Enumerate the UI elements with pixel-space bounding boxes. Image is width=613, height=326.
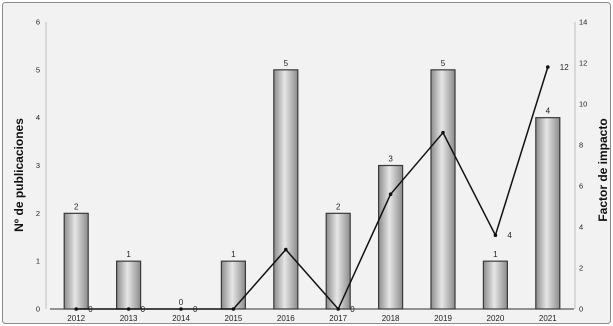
bar: [325, 212, 351, 310]
impact-point: [546, 65, 550, 69]
impact-point: [284, 247, 288, 252]
y-tick-label: 4: [36, 113, 40, 122]
x-tick-label: 2020: [487, 314, 505, 323]
impact-point: [74, 307, 78, 311]
x-tick-label: 2019: [434, 314, 452, 323]
x-tick-label: 2017: [329, 314, 347, 323]
bar-value-label: 1: [126, 250, 131, 259]
y2-tick-label: 12: [579, 59, 587, 68]
impact-value-label: 0: [193, 305, 198, 314]
impact-value-label: 4: [507, 231, 512, 240]
impact-point: [179, 307, 183, 311]
impact-point: [231, 307, 236, 311]
y2-tick-label: 0: [579, 305, 583, 314]
x-tick-label: 2014: [172, 314, 190, 323]
x-tick-label: 2021: [539, 314, 557, 323]
impact-line: [76, 66, 549, 310]
bar-value-label: 5: [441, 59, 446, 68]
y-tick-label: 6: [36, 18, 40, 27]
bar: [220, 260, 246, 310]
impact-point: [441, 130, 445, 135]
y2-tick-label: 14: [579, 18, 587, 27]
bar: [535, 117, 561, 310]
x-tick-label: 2016: [277, 314, 295, 323]
bar: [63, 212, 89, 310]
bar-value-label: 4: [546, 107, 551, 116]
y-tick-label: 2: [36, 209, 40, 218]
y2-tick-label: 4: [579, 223, 583, 232]
y-tick-label: 1: [36, 257, 40, 266]
impact-value-label: 0: [88, 305, 93, 314]
y-tick-label: 3: [36, 161, 40, 170]
bar: [273, 69, 299, 310]
bar-value-label: 1: [231, 250, 236, 259]
x-tick-label: 2015: [225, 314, 243, 323]
y-axis-title: Nº de publicaciones: [12, 118, 26, 232]
bar-value-labels: 2 1 0 1 5 2 3 5 1 4: [74, 59, 551, 307]
x-tick-label: 2013: [120, 314, 138, 323]
impact-point: [493, 233, 498, 237]
bars: [63, 69, 561, 310]
impact-point: [336, 307, 341, 311]
y2-axis-title: Factor de impacto: [596, 118, 610, 221]
impact-point: [388, 192, 393, 196]
y2-tick-label: 2: [579, 264, 583, 273]
x-tick-label: 2012: [67, 314, 85, 323]
impact-value-label: 0: [350, 305, 355, 314]
bar: [115, 260, 142, 310]
impact-value-label: 0: [141, 305, 146, 314]
bar-value-label: 3: [388, 155, 393, 164]
bar-value-label: 1: [493, 250, 498, 259]
bar: [378, 164, 404, 310]
y-tick-label: 5: [36, 65, 40, 74]
y2-tick-label: 10: [579, 100, 587, 109]
bar-value-label: 2: [336, 202, 341, 211]
bar-value-label: 2: [74, 202, 79, 211]
bar-value-label: 5: [284, 59, 289, 68]
y2-tick-label: 6: [579, 182, 583, 191]
y2-tick-label: 8: [579, 141, 583, 150]
bar: [430, 69, 456, 310]
bar: [482, 260, 508, 310]
impact-value-label: 12: [560, 63, 569, 72]
impact-point: [126, 307, 131, 311]
x-tick-label: 2018: [382, 314, 400, 323]
bar-value-label: 0: [179, 298, 184, 307]
y-tick-label: 0: [36, 305, 40, 314]
